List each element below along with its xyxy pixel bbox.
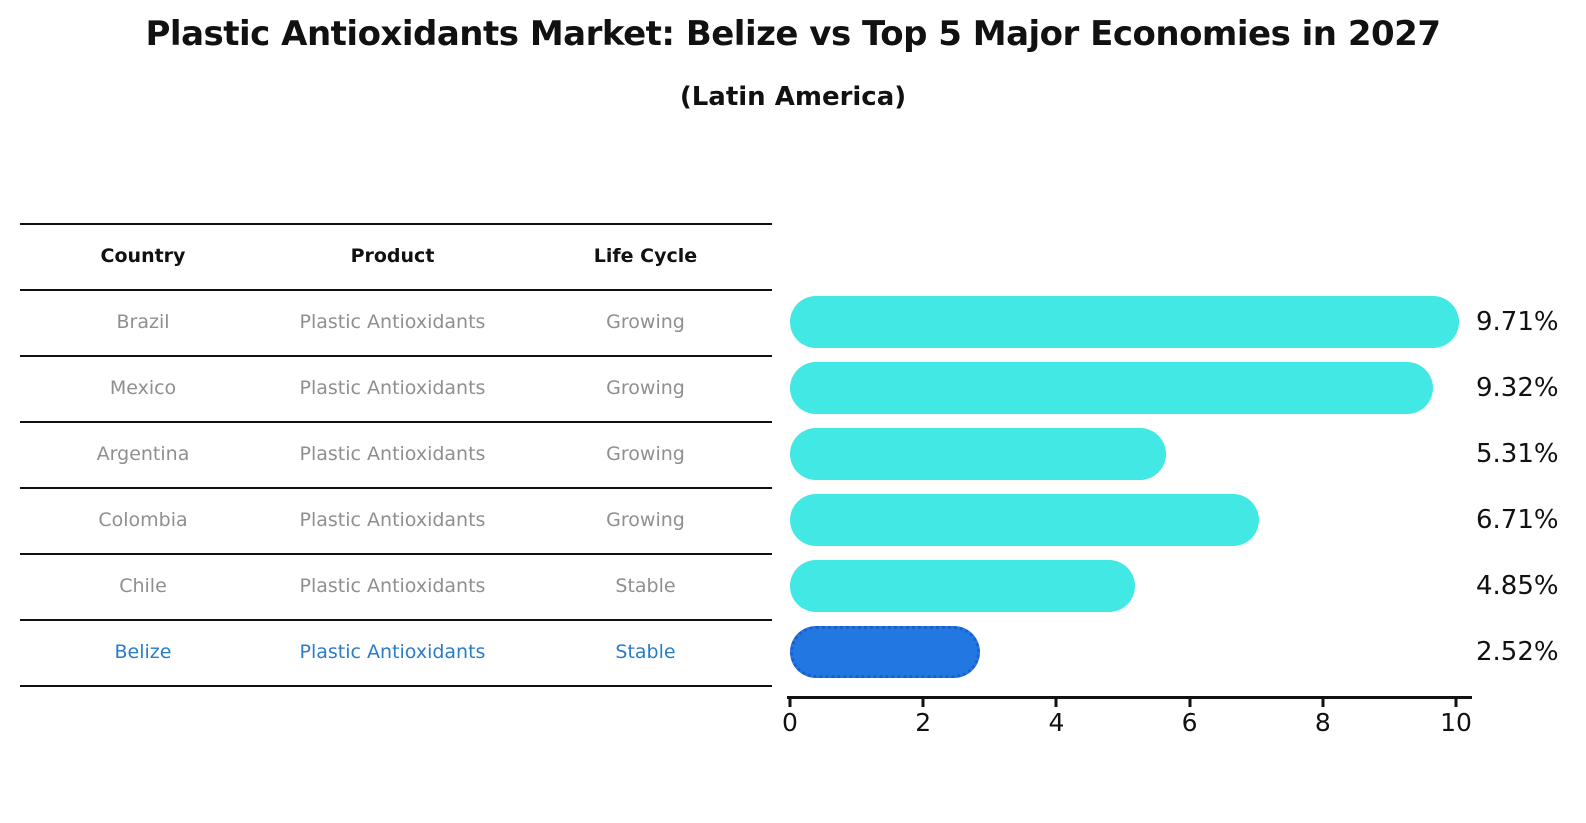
- x-axis-tick-mark: [1188, 698, 1192, 707]
- table-rule: [20, 223, 772, 225]
- col-header-country: Country: [100, 245, 186, 267]
- x-axis-tick-mark: [1454, 698, 1458, 707]
- country-cell: Mexico: [109, 377, 177, 399]
- table-row-colombia: Colombia Plastic Antioxidants Growing: [20, 487, 772, 553]
- life-cycle-cell: Growing: [606, 509, 685, 531]
- product-cell: Plastic Antioxidants: [299, 575, 486, 597]
- table-rule: [20, 355, 772, 357]
- x-axis-tick-mark: [1054, 698, 1058, 707]
- bar-argentina: [790, 428, 1166, 480]
- chart-title: Plastic Antioxidants Market: Belize vs T…: [145, 14, 1441, 54]
- country-cell: Chile: [119, 575, 167, 597]
- table-rule: [20, 553, 772, 555]
- table-row-mexico: Mexico Plastic Antioxidants Growing: [20, 355, 772, 421]
- life-cycle-cell: Growing: [606, 377, 685, 399]
- country-cell: Argentina: [96, 443, 190, 465]
- product-cell: Plastic Antioxidants: [299, 377, 486, 399]
- x-axis-tick-mark: [1321, 698, 1325, 707]
- x-axis-tick-label: 0: [782, 708, 798, 737]
- value-label-mexico: 9.32%: [1476, 373, 1559, 403]
- life-cycle-cell: Stable: [615, 641, 676, 663]
- table-row-belize-highlighted: Belize Plastic Antioxidants Stable: [20, 619, 772, 685]
- product-cell: Plastic Antioxidants: [299, 443, 486, 465]
- country-cell: Brazil: [116, 311, 170, 333]
- x-axis-tick-label: 8: [1314, 708, 1331, 737]
- x-axis-tick-label: 10: [1440, 708, 1472, 737]
- bar-colombia: [790, 494, 1259, 546]
- bar-mexico: [790, 362, 1433, 414]
- product-cell: Plastic Antioxidants: [299, 509, 486, 531]
- value-label-belize: 2.52%: [1476, 637, 1559, 667]
- table-rule: [20, 619, 772, 621]
- table-header-row: Country Product Life Cycle: [20, 223, 772, 289]
- table-row-brazil: Brazil Plastic Antioxidants Growing: [20, 289, 772, 355]
- x-axis-tick-label: 6: [1181, 708, 1198, 737]
- x-axis-tick-label: 4: [1048, 708, 1065, 737]
- value-label-argentina: 5.31%: [1476, 439, 1559, 469]
- table-rule: [20, 289, 772, 291]
- x-axis-tick-label: 2: [915, 708, 932, 737]
- bar-belize-highlighted: [790, 626, 980, 678]
- value-label-chile: 4.85%: [1476, 571, 1559, 601]
- value-label-colombia: 6.71%: [1476, 505, 1559, 535]
- life-cycle-cell: Growing: [606, 443, 685, 465]
- x-axis-line: [787, 696, 1472, 699]
- country-cell: Colombia: [98, 509, 188, 531]
- country-cell: Belize: [114, 641, 172, 663]
- value-label-brazil: 9.71%: [1476, 307, 1559, 337]
- bar-brazil: [790, 296, 1459, 348]
- bar-chile: [790, 560, 1135, 612]
- chart-subtitle: (Latin America): [679, 82, 907, 112]
- product-cell: Plastic Antioxidants: [299, 641, 486, 663]
- table-rule: [20, 685, 772, 687]
- life-cycle-cell: Stable: [615, 575, 676, 597]
- table-rule: [20, 487, 772, 489]
- x-axis-tick-mark: [921, 698, 925, 707]
- col-header-life-cycle: Life Cycle: [593, 245, 698, 267]
- table-row-chile: Chile Plastic Antioxidants Stable: [20, 553, 772, 619]
- col-header-product: Product: [350, 245, 435, 267]
- product-cell: Plastic Antioxidants: [299, 311, 486, 333]
- table-rule: [20, 421, 772, 423]
- x-axis-tick-mark: [788, 698, 792, 707]
- table-row-argentina: Argentina Plastic Antioxidants Growing: [20, 421, 772, 487]
- life-cycle-cell: Growing: [606, 311, 685, 333]
